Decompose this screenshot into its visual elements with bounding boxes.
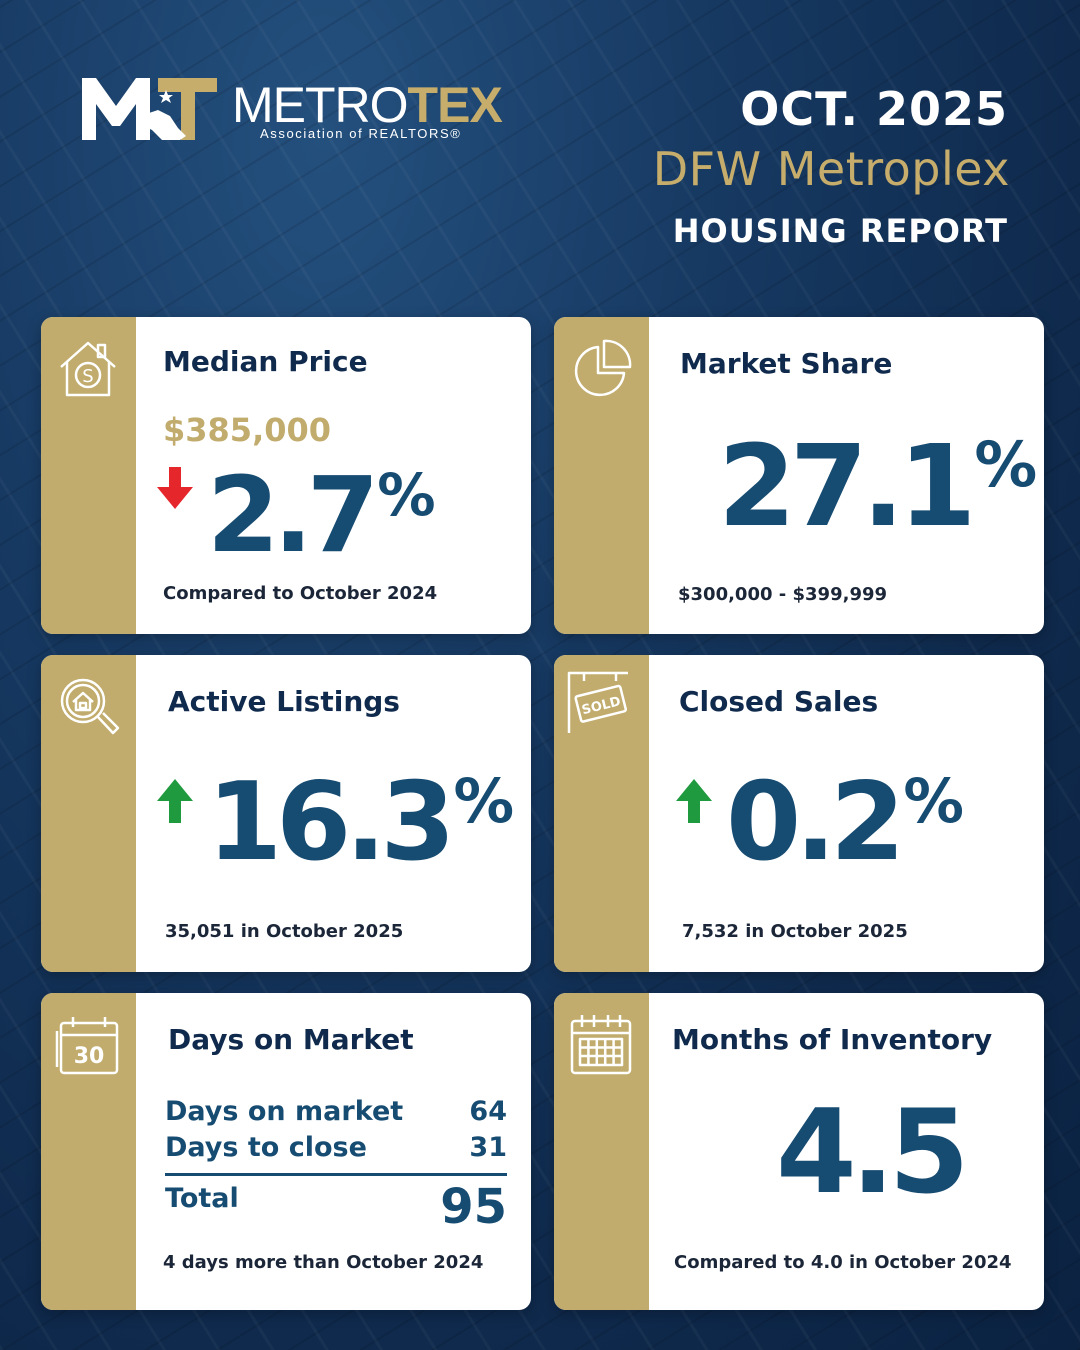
active-listings-title: Active Listings	[168, 685, 400, 718]
active-listings-change-number: 16.3	[207, 760, 455, 885]
calendar-grid-icon	[568, 1011, 634, 1077]
metrotex-logo[interactable]: METROTEX Association of REALTORS®	[82, 76, 512, 146]
calendar-30-icon: 30	[55, 1011, 121, 1077]
days-on-market-title: Days on Market	[168, 1023, 414, 1056]
total-divider	[165, 1173, 507, 1176]
closed-sales-footnote: 7,532 in October 2025	[682, 921, 908, 942]
house-search-icon	[55, 673, 121, 739]
report-title: HOUSING REPORT	[672, 212, 1008, 250]
arrow-down-icon	[157, 467, 193, 509]
market-share-number: 27.1	[718, 422, 976, 552]
closed-sales-title: Closed Sales	[679, 685, 879, 718]
card-stripe	[41, 317, 136, 634]
median-price-change: 2.7%	[207, 460, 436, 567]
median-price-value: $385,000	[163, 411, 332, 449]
months-of-inventory-card: Months of Inventory 4.5 Compared to 4.0 …	[554, 993, 1044, 1310]
closed-sales-change-unit: %	[903, 766, 964, 837]
days-on-market-row-label: Days on market	[165, 1096, 404, 1127]
market-share-value: 27.1%	[718, 428, 1037, 543]
report-date: OCT. 2025	[740, 82, 1008, 136]
market-share-unit: %	[974, 428, 1037, 502]
closed-sales-change: 0.2%	[726, 766, 964, 877]
logo-wordmark-tex: TEX	[407, 77, 503, 133]
months-of-inventory-value: 4.5	[776, 1085, 969, 1220]
sold-sign-icon: SOLD	[566, 669, 632, 735]
days-on-market-card: 30 Days on Market Days on market 64 Days…	[41, 993, 531, 1310]
months-of-inventory-title: Months of Inventory	[672, 1023, 993, 1056]
market-share-title: Market Share	[680, 347, 893, 380]
header: METROTEX Association of REALTORS® OCT. 2…	[0, 0, 1080, 300]
days-to-close-row-value: 31	[469, 1132, 507, 1163]
svg-text:S: S	[82, 366, 93, 387]
metrotex-mt-texas-icon	[82, 78, 217, 140]
median-price-card: S Median Price $385,000 2.7% Compared to…	[41, 317, 531, 634]
card-stripe	[554, 317, 649, 634]
median-price-change-number: 2.7	[207, 454, 379, 576]
days-to-close-row-label: Days to close	[165, 1132, 367, 1163]
closed-sales-card: SOLD Closed Sales 0.2% 7,532 in October …	[554, 655, 1044, 972]
card-stripe	[554, 993, 649, 1310]
market-share-card: Market Share 27.1% $300,000 - $399,999	[554, 317, 1044, 634]
total-value: 95	[440, 1179, 507, 1235]
sold-sign-text: SOLD	[580, 694, 622, 718]
total-label: Total	[165, 1183, 239, 1214]
days-on-market-row-value: 64	[469, 1096, 507, 1127]
logo-subtitle: Association of REALTORS®	[260, 126, 462, 141]
closed-sales-change-number: 0.2	[726, 760, 905, 885]
report-region: DFW Metroplex	[652, 142, 1010, 196]
active-listings-footnote: 35,051 in October 2025	[165, 921, 404, 942]
days-on-market-footnote: 4 days more than October 2024	[163, 1252, 484, 1273]
arrow-up-icon	[676, 779, 712, 823]
active-listings-change-unit: %	[453, 766, 514, 837]
median-price-change-unit: %	[377, 460, 435, 529]
house-dollar-icon: S	[55, 335, 121, 401]
months-of-inventory-footnote: Compared to 4.0 in October 2024	[674, 1252, 1012, 1273]
market-share-footnote: $300,000 - $399,999	[678, 584, 888, 605]
median-price-title: Median Price	[163, 345, 368, 378]
active-listings-card: Active Listings 16.3% 35,051 in October …	[41, 655, 531, 972]
logo-wordmark-metro: METRO	[232, 77, 409, 133]
median-price-footnote: Compared to October 2024	[163, 583, 438, 604]
logo-wordmark: METROTEX	[232, 77, 503, 133]
pie-chart-icon	[568, 335, 634, 401]
active-listings-change: 16.3%	[207, 766, 514, 877]
card-stripe	[41, 655, 136, 972]
calendar-30-text: 30	[74, 1044, 105, 1069]
arrow-up-icon	[157, 779, 193, 823]
